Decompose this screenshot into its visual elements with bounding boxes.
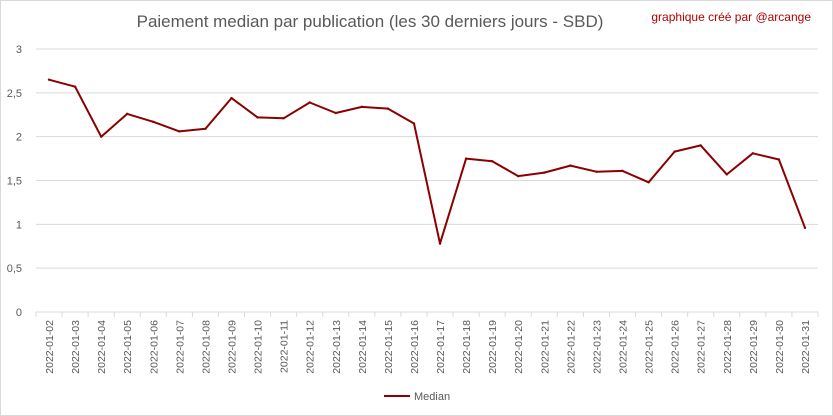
x-tick-label: 2022-01-15 <box>383 320 395 374</box>
y-tick-label: 0 <box>16 307 22 319</box>
data-point <box>543 171 546 174</box>
chart-title: Paiement median par publication (les 30 … <box>136 12 604 31</box>
x-tick-label: 2022-01-30 <box>774 320 786 374</box>
data-point <box>99 135 103 138</box>
data-point <box>621 169 624 173</box>
y-tick-label: 3 <box>16 44 22 56</box>
data-point <box>204 127 207 130</box>
x-tick-label: 2022-01-12 <box>305 320 317 374</box>
x-tick-label: 2022-01-18 <box>461 320 473 374</box>
legend-label: Median <box>414 391 450 403</box>
x-tick-label: 2022-01-16 <box>409 320 421 374</box>
y-tick-label: 2 <box>16 132 22 144</box>
x-tick-label: 2022-01-20 <box>513 320 525 374</box>
x-tick-label: 2022-01-06 <box>148 320 160 374</box>
x-tick-label: 2022-01-05 <box>122 320 134 374</box>
x-tick-label: 2022-01-08 <box>200 320 212 374</box>
data-point <box>699 144 702 147</box>
data-point <box>126 112 129 116</box>
data-point <box>464 157 468 160</box>
data-point <box>73 85 77 88</box>
data-point <box>751 152 755 155</box>
data-point <box>647 181 650 184</box>
data-point <box>777 158 781 161</box>
x-tick-label: 2022-01-22 <box>565 320 577 374</box>
data-point <box>595 170 598 173</box>
x-tick-label: 2022-01-02 <box>44 320 56 374</box>
data-point <box>308 101 311 104</box>
data-point <box>490 160 494 163</box>
x-tick-label: 2022-01-21 <box>539 320 551 374</box>
chart-credit: graphique créé par @arcange <box>651 10 811 24</box>
data-point <box>517 174 520 178</box>
x-tick-label: 2022-01-31 <box>800 320 812 374</box>
data-point <box>569 164 572 167</box>
x-tick-label: 2022-01-27 <box>696 320 708 374</box>
data-point <box>725 173 728 176</box>
x-axis-ticks: 2022-01-02 2022-01-03 2022-01-04 2022-01-05… <box>44 320 812 374</box>
x-tick-label: 2022-01-28 <box>722 320 734 374</box>
data-point <box>803 226 807 230</box>
x-tick-label: 2022-01-11 <box>279 320 291 373</box>
x-tick-label: 2022-01-29 <box>748 320 760 374</box>
y-tick-label: 2,5 <box>7 88 22 100</box>
x-tick-label: 2022-01-19 <box>487 320 499 374</box>
data-point <box>282 117 285 120</box>
data-point <box>334 111 337 115</box>
x-tick-label: 2022-01-26 <box>670 320 682 374</box>
data-point <box>438 242 442 245</box>
x-tick-label: 2022-01-24 <box>618 320 630 374</box>
y-tick-label: 1 <box>16 219 22 231</box>
data-point <box>386 107 390 110</box>
data-point <box>152 120 155 123</box>
data-point <box>178 130 181 133</box>
x-tick-label: 2022-01-25 <box>644 320 656 374</box>
data-point <box>412 122 416 125</box>
x-tick-label: 2022-01-07 <box>174 320 186 374</box>
x-tick-label: 2022-01-03 <box>70 320 82 374</box>
data-point <box>360 105 364 109</box>
x-tick-label: 2022-01-23 <box>591 320 603 374</box>
legend: Median <box>384 391 450 403</box>
x-tick-label: 2022-01-04 <box>96 320 108 374</box>
series-group <box>47 78 807 245</box>
x-tick-label: 2022-01-17 <box>435 320 447 374</box>
y-tick-label: 0,5 <box>7 263 22 275</box>
data-point <box>47 78 51 81</box>
x-tick-label: 2022-01-10 <box>253 320 265 374</box>
y-tick-label: 1,5 <box>7 176 22 188</box>
data-point <box>230 96 233 100</box>
x-tick-label: 2022-01-14 <box>357 320 369 374</box>
x-tick-label: 2022-01-13 <box>331 320 343 374</box>
x-tick-label: 2022-01-09 <box>227 320 239 374</box>
data-point <box>673 150 676 153</box>
series-line-median <box>48 78 806 245</box>
y-axis-ticks: 0 0,5 1 1,5 2 2,5 3 <box>7 44 22 319</box>
data-point <box>256 116 259 119</box>
